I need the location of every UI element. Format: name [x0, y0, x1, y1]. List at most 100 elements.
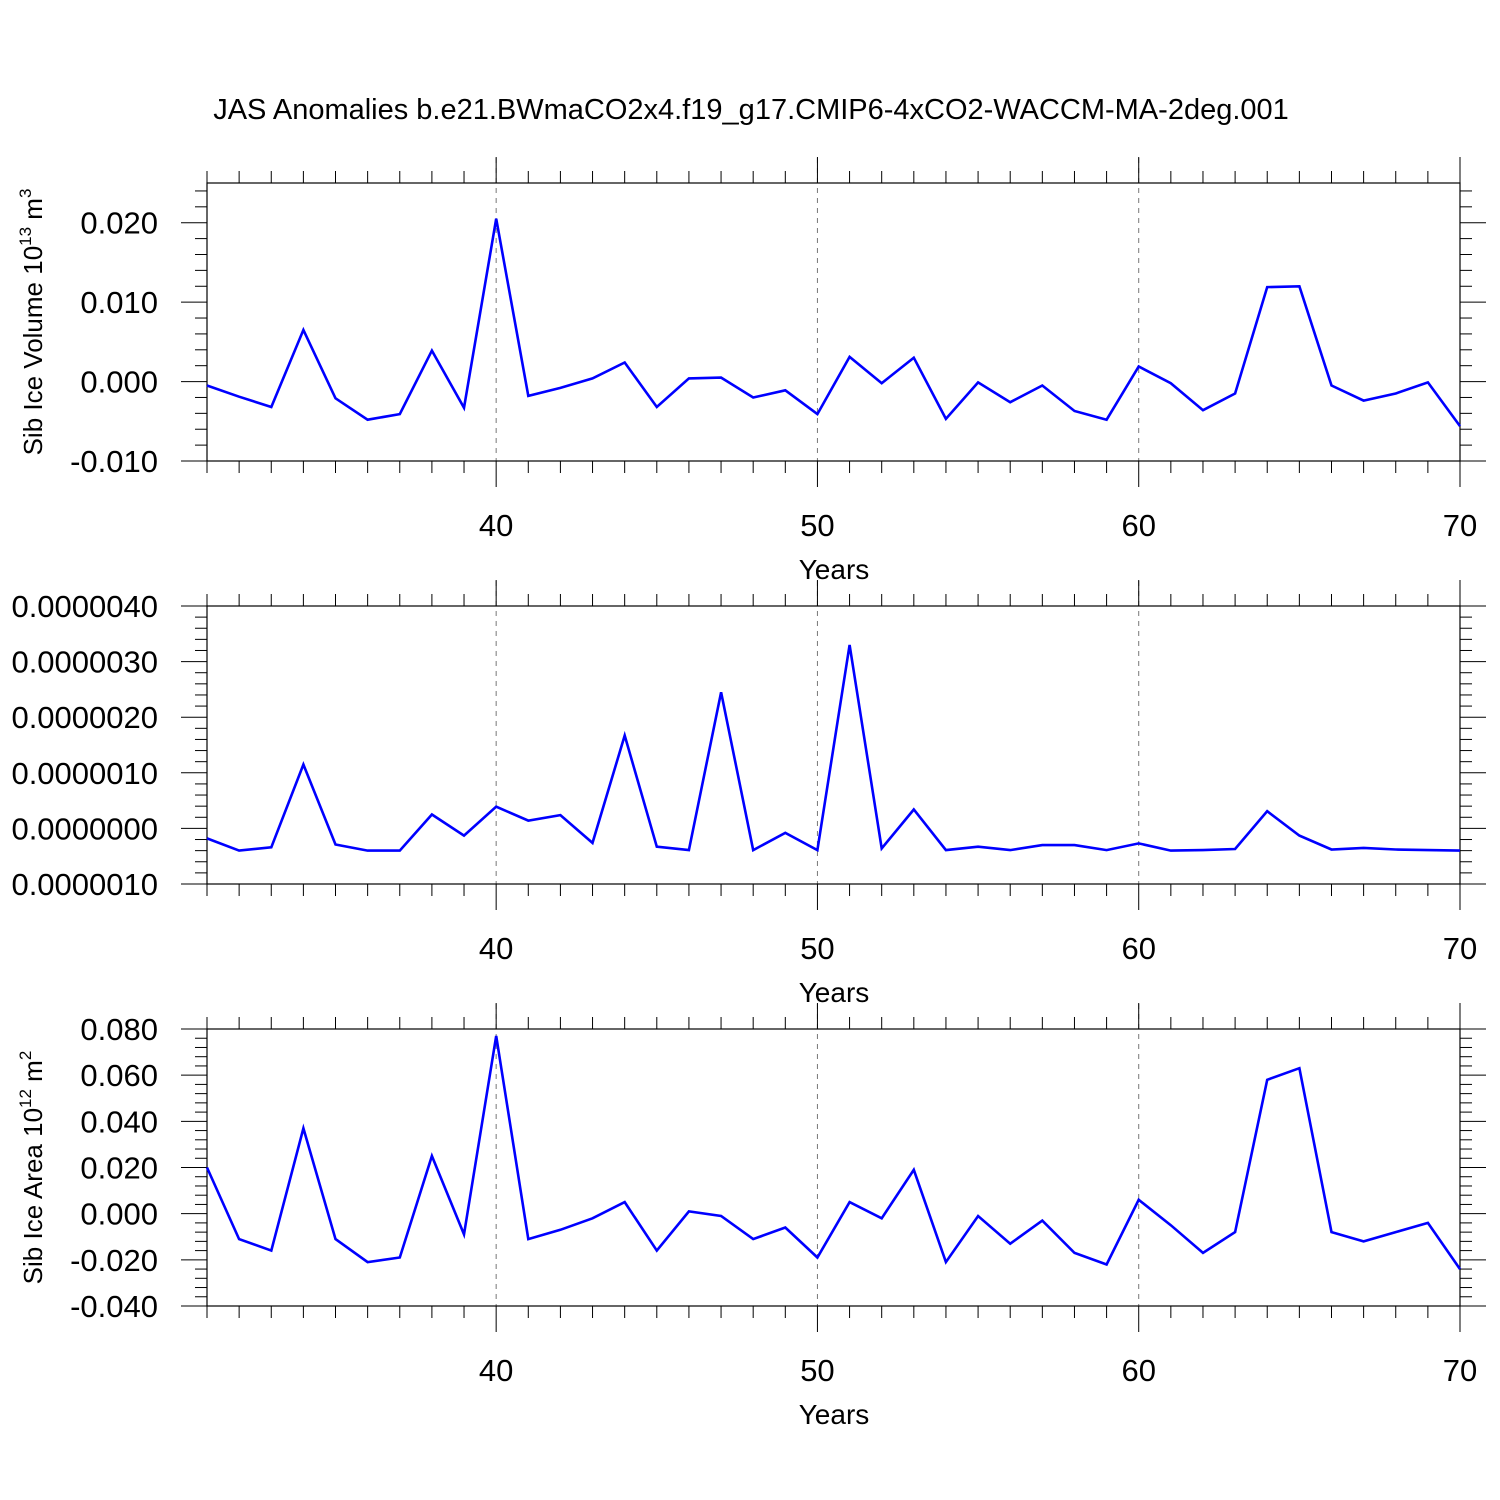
data-point [719, 376, 723, 380]
data-point [1297, 834, 1301, 838]
data-point [1169, 849, 1173, 853]
data-point [976, 845, 980, 849]
data-point [494, 805, 498, 809]
y-tick-label: 0.020 [80, 1151, 158, 1186]
data-point [1426, 1221, 1430, 1225]
x-tick-label: 70 [1443, 508, 1477, 543]
data-point [1201, 848, 1205, 852]
data-point [398, 849, 402, 853]
plot-frame [206, 1028, 1461, 1307]
data-point [494, 217, 498, 221]
data-point [1297, 284, 1301, 288]
data-point [1008, 400, 1012, 404]
data-point [687, 848, 691, 852]
data-point [1137, 364, 1141, 368]
data-point [1394, 1230, 1398, 1234]
data-point [623, 361, 627, 365]
series-line [206, 644, 1461, 853]
x-axis-label: Years [799, 554, 870, 585]
plot-frame [206, 182, 1461, 462]
data-point [783, 1226, 787, 1230]
data-point [1458, 1267, 1462, 1271]
data-point [366, 418, 370, 422]
data-point [1362, 846, 1366, 850]
y-tick-label: 0.060 [80, 1058, 158, 1093]
x-axis-label: Years [799, 977, 870, 1008]
data-point [366, 1260, 370, 1264]
data-point [976, 380, 980, 384]
chart-panels: 40 50 60 70 Years -0.010 0.000 0.010 0.020 Sib Ic… [11, 157, 1486, 1430]
data-point [1394, 848, 1398, 852]
y-tick-label: 0.0000010 [11, 867, 158, 902]
data-point [526, 394, 530, 398]
data-point [205, 1166, 209, 1170]
data-point [430, 813, 434, 817]
y-tick-label: 0.0000010 [11, 756, 158, 791]
data-point [848, 1200, 852, 1204]
chart-panel-3: 40 50 60 70 Years -0.040 -0.020 0.000 0.020 0.040… [16, 1003, 1486, 1430]
data-point [1458, 849, 1462, 853]
data-point [783, 388, 787, 392]
data-point [301, 328, 305, 332]
y-tick-label: -0.020 [70, 1243, 158, 1278]
data-point [1265, 1078, 1269, 1082]
chart-panel-2: 40 50 60 70 Years 0.0000010 0.0000000 0.0000010… [11, 580, 1486, 1008]
data-point [1169, 1223, 1173, 1227]
x-tick-label: 60 [1121, 508, 1155, 543]
data-point [1105, 1262, 1109, 1266]
data-point [783, 831, 787, 835]
data-point [1072, 409, 1076, 413]
data-point [301, 1126, 305, 1130]
x-tick-label: 50 [800, 1353, 834, 1388]
data-point [719, 1214, 723, 1218]
data-point [462, 1232, 466, 1236]
data-point [944, 848, 948, 852]
data-point [1362, 399, 1366, 403]
y-tick-label: 0.000 [80, 1197, 158, 1232]
y-tick-label: 0.0000030 [11, 645, 158, 680]
data-point [976, 1214, 980, 1218]
y-tick-label: 0.080 [80, 1012, 158, 1047]
data-point [1329, 384, 1333, 388]
data-point [655, 405, 659, 409]
data-point [719, 690, 723, 694]
data-point [880, 846, 884, 850]
x-tick-label: 50 [800, 508, 834, 543]
series-line [205, 1035, 1462, 1270]
data-point [558, 386, 562, 390]
data-point [1265, 809, 1269, 813]
chart-title: JAS Anomalies b.e21.BWmaCO2x4.f19_g17.CM… [213, 94, 1289, 126]
y-axis-label: Sib Ice Area 1012 m2 [16, 1051, 48, 1285]
data-point [912, 1168, 916, 1172]
data-point [494, 1034, 498, 1038]
data-point [687, 376, 691, 380]
data-point [1072, 1251, 1076, 1255]
data-point [334, 1237, 338, 1241]
x-tick-label: 40 [479, 1353, 513, 1388]
data-point [1201, 408, 1205, 412]
data-point [430, 349, 434, 353]
x-tick-label: 70 [1443, 931, 1477, 966]
x-tick-label: 70 [1443, 1353, 1477, 1388]
data-point [1137, 1198, 1141, 1202]
data-point [848, 643, 852, 647]
data-point [558, 813, 562, 817]
data-point [205, 384, 209, 388]
data-point [751, 848, 755, 852]
data-point [751, 1237, 755, 1241]
data-point [751, 395, 755, 399]
data-point [205, 836, 209, 840]
data-point [1008, 1242, 1012, 1246]
data-point [1426, 848, 1430, 852]
y-axis-label: Sib Ice Volume 1013 m3 [16, 189, 48, 456]
data-point [558, 1228, 562, 1232]
data-point [655, 845, 659, 849]
data-point [1329, 1230, 1333, 1234]
data-point [912, 807, 916, 811]
y-tick-label: 0.010 [80, 285, 158, 320]
data-point [237, 395, 241, 399]
data-point [301, 762, 305, 766]
y-tick-label: -0.040 [70, 1289, 158, 1324]
x-axis-label: Years [799, 1399, 870, 1430]
